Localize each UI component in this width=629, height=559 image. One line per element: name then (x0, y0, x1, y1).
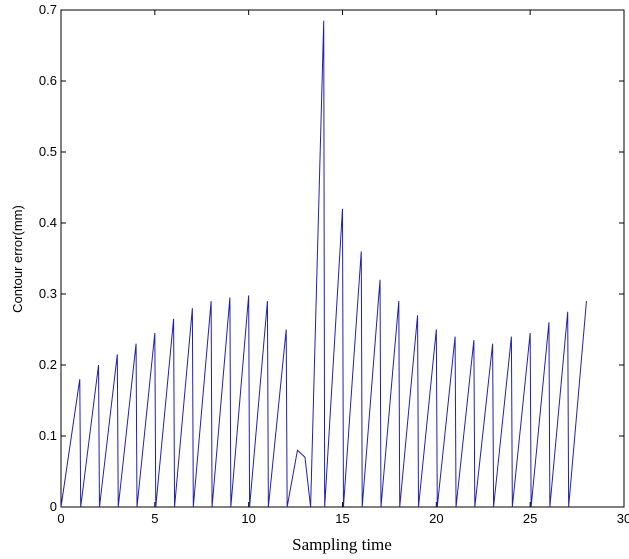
tick-marks (60, 9, 625, 508)
y-tick-label: 0.5 (39, 144, 57, 159)
y-tick-label: 0.4 (39, 215, 57, 230)
x-tick-label: 30 (617, 511, 629, 526)
y-tick-label: 0.1 (39, 428, 57, 443)
tick-labels: 0 5 10 15 20 25 30 0 0.1 0.2 0.3 0.4 0.5 0.6 0.7 (39, 2, 629, 526)
y-tick-label: 0.2 (39, 357, 57, 372)
x-tick-label: 25 (523, 511, 537, 526)
x-tick-label: 15 (335, 511, 349, 526)
x-tick-label: 20 (429, 511, 443, 526)
y-tick-label: 0.7 (39, 2, 57, 17)
y-tick-label: 0.6 (39, 73, 57, 88)
y-axis-label: Contour error(mm) (10, 205, 25, 313)
x-axis-label: Sampling time (292, 535, 392, 554)
y-tick-label: 0.3 (39, 286, 57, 301)
x-tick-label: 0 (57, 511, 64, 526)
x-tick-label: 10 (241, 511, 255, 526)
y-tick-label: 0 (50, 499, 57, 514)
x-tick-label: 5 (151, 511, 158, 526)
series-line (60, 20, 587, 508)
